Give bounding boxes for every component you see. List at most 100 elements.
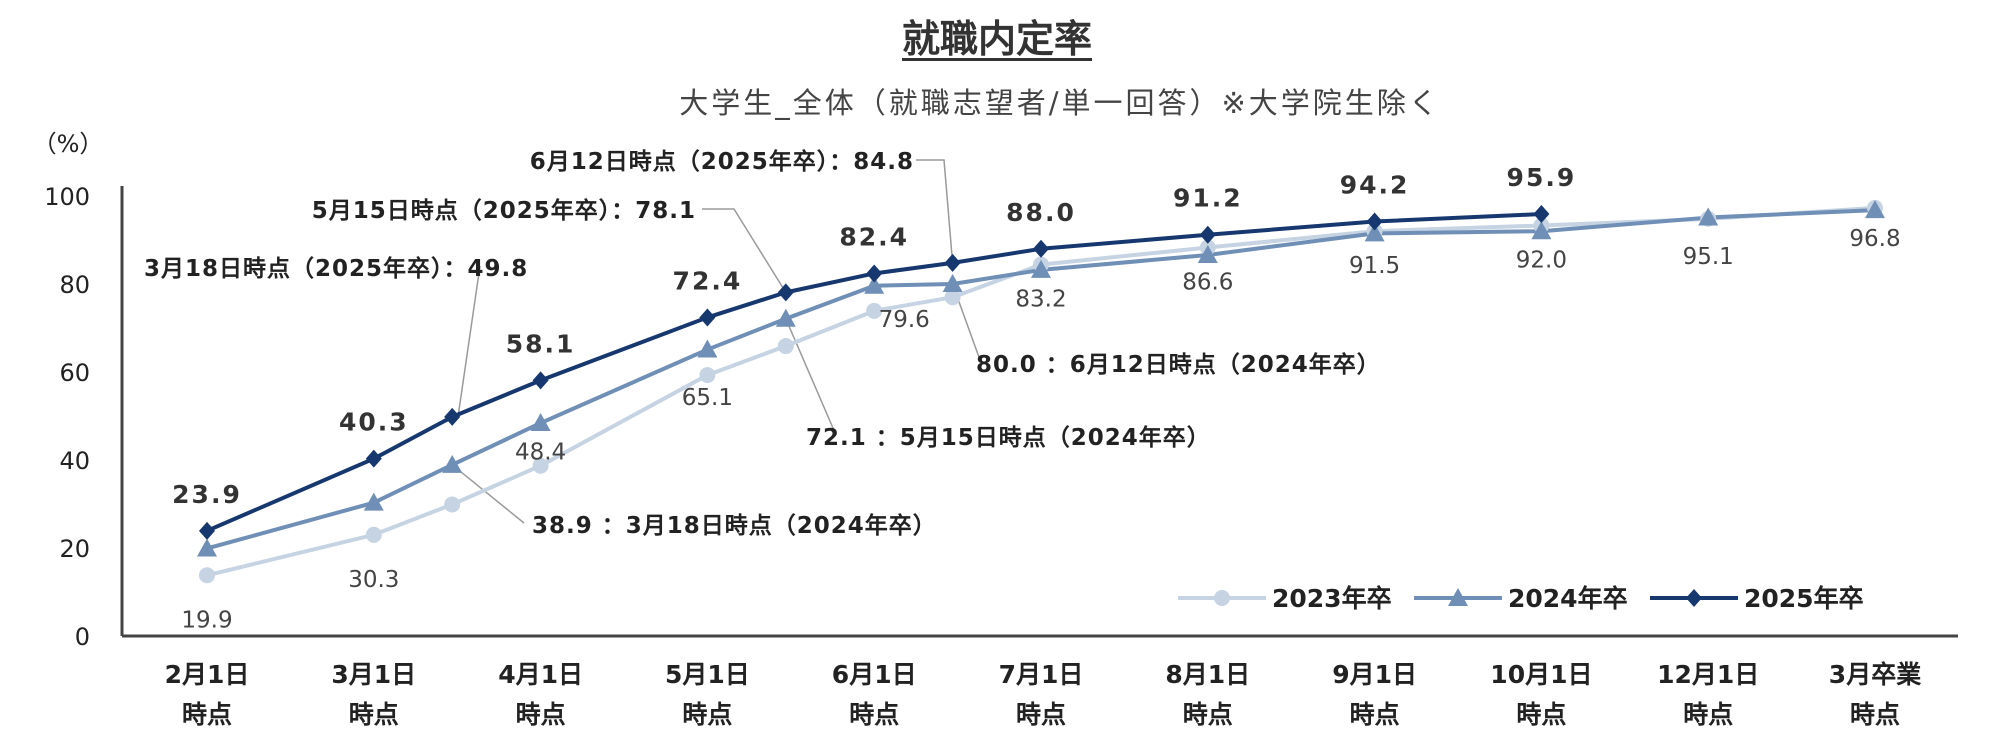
data-point-2024 bbox=[1031, 259, 1051, 278]
data-label: 40.3 bbox=[339, 408, 409, 437]
x-axis-ticks: 2月1日時点3月1日時点4月1日時点5月1日時点6月1日時点7月1日時点8月1日… bbox=[165, 660, 1922, 729]
data-point-2025 bbox=[866, 264, 883, 283]
data-point-2024 bbox=[1197, 244, 1218, 263]
data-point-2025 bbox=[777, 283, 794, 302]
x-tick-label: 7月1日時点 bbox=[999, 660, 1084, 729]
x-tick-label-line: 時点 bbox=[182, 700, 232, 729]
chart-subtitle: 大学生_全体（就職志望者/単一回答）※大学院生除く bbox=[679, 86, 1441, 120]
annotation-label: 3月18日時点（2025年卒）：49.8 bbox=[144, 255, 528, 282]
x-tick-label-line: 8月1日 bbox=[1165, 660, 1250, 689]
chart-title: 就職内定率 bbox=[0, 8, 1994, 63]
data-point-2025 bbox=[1199, 225, 1216, 244]
leader-line bbox=[702, 208, 787, 293]
legend: 2023年卒 2024年卒 2025年卒 bbox=[1178, 584, 1864, 613]
x-tick-label-line: 4月1日 bbox=[498, 660, 583, 689]
data-label: 58.1 bbox=[506, 329, 576, 358]
data-point-2025 bbox=[365, 449, 382, 468]
data-point-2024 bbox=[197, 538, 217, 557]
x-tick-label: 8月1日時点 bbox=[1165, 660, 1250, 729]
data-labels: 19.9 30.3 48.4 65.1 79.6 83.2 86.6 91.5 92.0 95.1… bbox=[172, 163, 1900, 633]
chart-axes: （%） bbox=[33, 130, 1958, 638]
x-tick-label-line: 9月1日 bbox=[1332, 660, 1417, 689]
data-point-2025 bbox=[532, 371, 549, 390]
y-tick-label: 100 bbox=[44, 183, 90, 211]
annotation-leader-lines bbox=[451, 159, 981, 524]
x-tick-label-line: 7月1日 bbox=[999, 660, 1084, 689]
data-point-2023 bbox=[777, 338, 794, 355]
x-tick-label-line: 10月1日 bbox=[1490, 660, 1592, 689]
legend-label: 2023年卒 bbox=[1272, 584, 1392, 613]
data-point-2023 bbox=[532, 457, 549, 474]
x-tick-label-line: 2月1日 bbox=[165, 660, 250, 689]
x-tick-label: 6月1日時点 bbox=[832, 660, 917, 729]
annotations: 6月12日時点（2025年卒）：84.8 5月15日時点（2025年卒）：78.1… bbox=[144, 148, 1381, 539]
data-label: 72.4 bbox=[673, 266, 743, 295]
data-point-2025 bbox=[199, 521, 215, 540]
chart-title-text: 就職内定率 bbox=[901, 17, 1092, 61]
data-point-2024 bbox=[1865, 200, 1885, 219]
data-label: 19.9 bbox=[181, 607, 232, 633]
series-markers bbox=[197, 199, 1885, 584]
data-point-2023 bbox=[1214, 590, 1230, 606]
x-tick-label-line: 12月1日 bbox=[1657, 660, 1759, 689]
annotation-label: 6月12日時点（2025年卒）：84.8 bbox=[530, 148, 914, 175]
y-axis-unit-label: （%） bbox=[33, 130, 104, 158]
data-point-2023 bbox=[699, 367, 716, 384]
data-label: 95.9 bbox=[1507, 163, 1577, 192]
data-label: 94.2 bbox=[1340, 171, 1410, 200]
leader-line bbox=[451, 464, 525, 524]
annotation-label: 80.0 ：6月12日時点（2024年卒） bbox=[976, 351, 1381, 378]
data-point-2024 bbox=[363, 492, 384, 511]
data-label: 91.2 bbox=[1173, 184, 1243, 213]
x-tick-label-line: 3月1日 bbox=[331, 660, 416, 689]
x-tick-label: 10月1日時点 bbox=[1490, 660, 1592, 729]
y-axis-ticks: 0 20 40 60 80 100 bbox=[44, 183, 90, 651]
data-point-2025 bbox=[944, 253, 961, 272]
data-label: 48.4 bbox=[515, 440, 566, 466]
data-point-2024 bbox=[697, 339, 718, 358]
data-label: 92.0 bbox=[1516, 247, 1567, 273]
annotation-label: 5月15日時点（2025年卒）：78.1 bbox=[312, 197, 696, 224]
annotation-label: 38.9 ：3月18日時点（2024年卒） bbox=[532, 512, 937, 539]
data-point-2025 bbox=[1533, 205, 1550, 224]
x-tick-label-line: 時点 bbox=[1016, 700, 1066, 729]
legend-label: 2024年卒 bbox=[1508, 584, 1628, 613]
data-point-2023 bbox=[365, 526, 382, 543]
data-label: 83.2 bbox=[1015, 287, 1066, 313]
x-tick-label-line: 5月1日 bbox=[665, 660, 750, 689]
x-tick-label: 12月1日時点 bbox=[1657, 660, 1759, 729]
x-tick-label: 9月1日時点 bbox=[1332, 660, 1417, 729]
data-point-2024 bbox=[1364, 223, 1385, 242]
data-point-2024 bbox=[775, 308, 796, 327]
data-label: 30.3 bbox=[348, 567, 399, 593]
y-tick-label: 20 bbox=[59, 535, 90, 563]
y-tick-label: 60 bbox=[59, 359, 90, 387]
x-tick-label: 3月1日時点 bbox=[331, 660, 416, 729]
data-label: 86.6 bbox=[1182, 269, 1233, 295]
data-label: 79.6 bbox=[879, 307, 930, 333]
x-tick-label: 5月1日時点 bbox=[665, 660, 750, 729]
x-tick-label-line: 時点 bbox=[682, 700, 732, 729]
data-label: 95.1 bbox=[1683, 244, 1734, 270]
x-tick-label-line: 時点 bbox=[849, 700, 899, 729]
data-point-2024 bbox=[864, 275, 885, 294]
y-tick-label: 40 bbox=[59, 447, 90, 475]
x-tick-label-line: 時点 bbox=[1683, 700, 1733, 729]
data-point-2025 bbox=[699, 308, 716, 327]
series-line-0 bbox=[206, 205, 1876, 578]
data-label: 88.0 bbox=[1006, 198, 1076, 227]
y-tick-label: 0 bbox=[75, 623, 90, 651]
data-label: 96.8 bbox=[1849, 226, 1900, 252]
x-tick-label-line: 時点 bbox=[516, 700, 566, 729]
x-tick-label: 4月1日時点 bbox=[498, 660, 583, 729]
x-tick-label-line: 時点 bbox=[1850, 700, 1900, 729]
series-line-1 bbox=[206, 208, 1876, 551]
data-label: 23.9 bbox=[172, 480, 242, 509]
data-point-2024 bbox=[1698, 207, 1719, 226]
data-point-2025 bbox=[444, 407, 461, 426]
data-point-2023 bbox=[866, 302, 883, 319]
data-point-2025 bbox=[1033, 239, 1049, 258]
series-line-2 bbox=[206, 212, 1542, 533]
data-point-2024 bbox=[1448, 588, 1468, 606]
